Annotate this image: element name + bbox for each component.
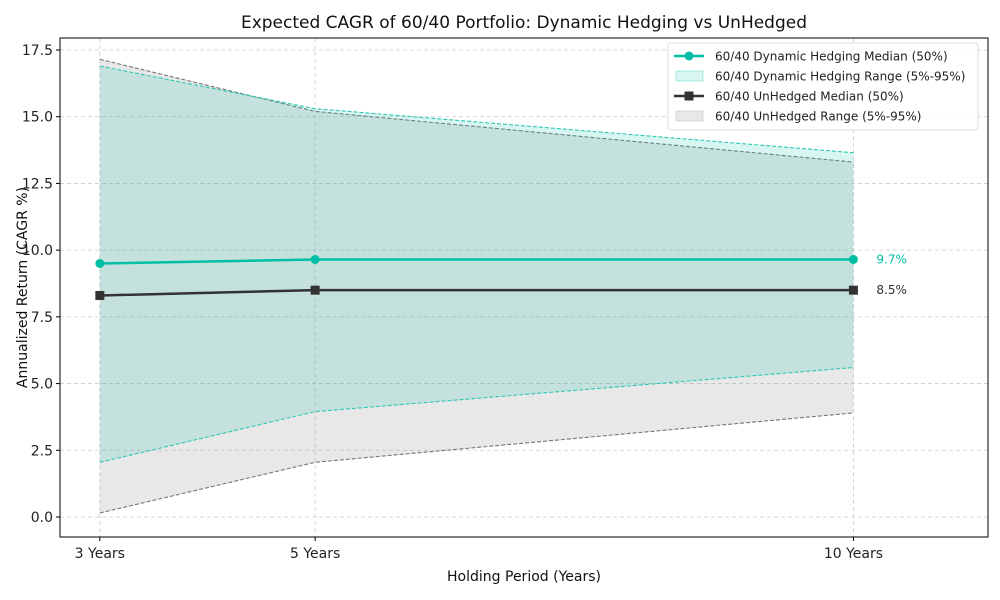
unhedged-upper-bound-line — [99, 58, 854, 163]
end-value-label: 8.5% — [876, 283, 907, 297]
x-tick-label: 3 Years — [75, 546, 125, 562]
x-axis-label: Holding Period (Years) — [447, 569, 601, 585]
end-value-label: 9.7% — [876, 252, 907, 266]
y-tick-label: 12.5 — [22, 176, 53, 192]
y-tick-label: 10.0 — [22, 243, 53, 259]
x-tick-label: 10 Years — [824, 546, 883, 562]
y-axis-label: Annualized Return (CAGR %) — [15, 187, 31, 388]
unhedged-median-point — [310, 285, 320, 295]
legend-entry-label: 60/40 Dynamic Hedging Median (50%) — [715, 50, 948, 64]
legend-band-swatch — [675, 70, 704, 82]
unhedged-median-point — [95, 291, 105, 301]
y-tick-label: 2.5 — [31, 443, 53, 459]
unhedged-median-point — [848, 285, 858, 295]
legend-entry-label: 60/40 UnHedged Median (50%) — [715, 90, 904, 104]
y-tick-label: 0.0 — [31, 510, 53, 526]
y-tick-label: 5.0 — [31, 377, 53, 393]
legend-circle-marker — [684, 51, 694, 61]
y-tick-label: 7.5 — [31, 310, 53, 326]
unhedged-range-band — [99, 59, 854, 513]
hedged-upper-bound-line — [99, 65, 854, 154]
plot-frame — [59, 37, 989, 538]
legend-entry-label: 60/40 UnHedged Range (5%-95%) — [715, 110, 922, 124]
hedged-range-band — [99, 66, 854, 463]
chart-title: Expected CAGR of 60/40 Portfolio: Dynami… — [241, 13, 807, 33]
hedged-lower-bound-line — [99, 367, 854, 463]
x-tick-label: 5 Years — [290, 546, 340, 562]
y-tick-label: 17.5 — [22, 43, 53, 59]
hedged-median-point — [95, 258, 105, 268]
legend-entry-label: 60/40 Dynamic Hedging Range (5%-95%) — [715, 70, 965, 84]
y-tick-label: 15.0 — [22, 110, 53, 126]
legend-square-marker — [684, 91, 694, 101]
hedged-median-point — [310, 254, 320, 264]
hedged-median-point — [848, 254, 858, 264]
unhedged-lower-bound-line — [99, 412, 854, 514]
legend-box — [667, 42, 979, 131]
legend-band-swatch — [675, 110, 704, 122]
